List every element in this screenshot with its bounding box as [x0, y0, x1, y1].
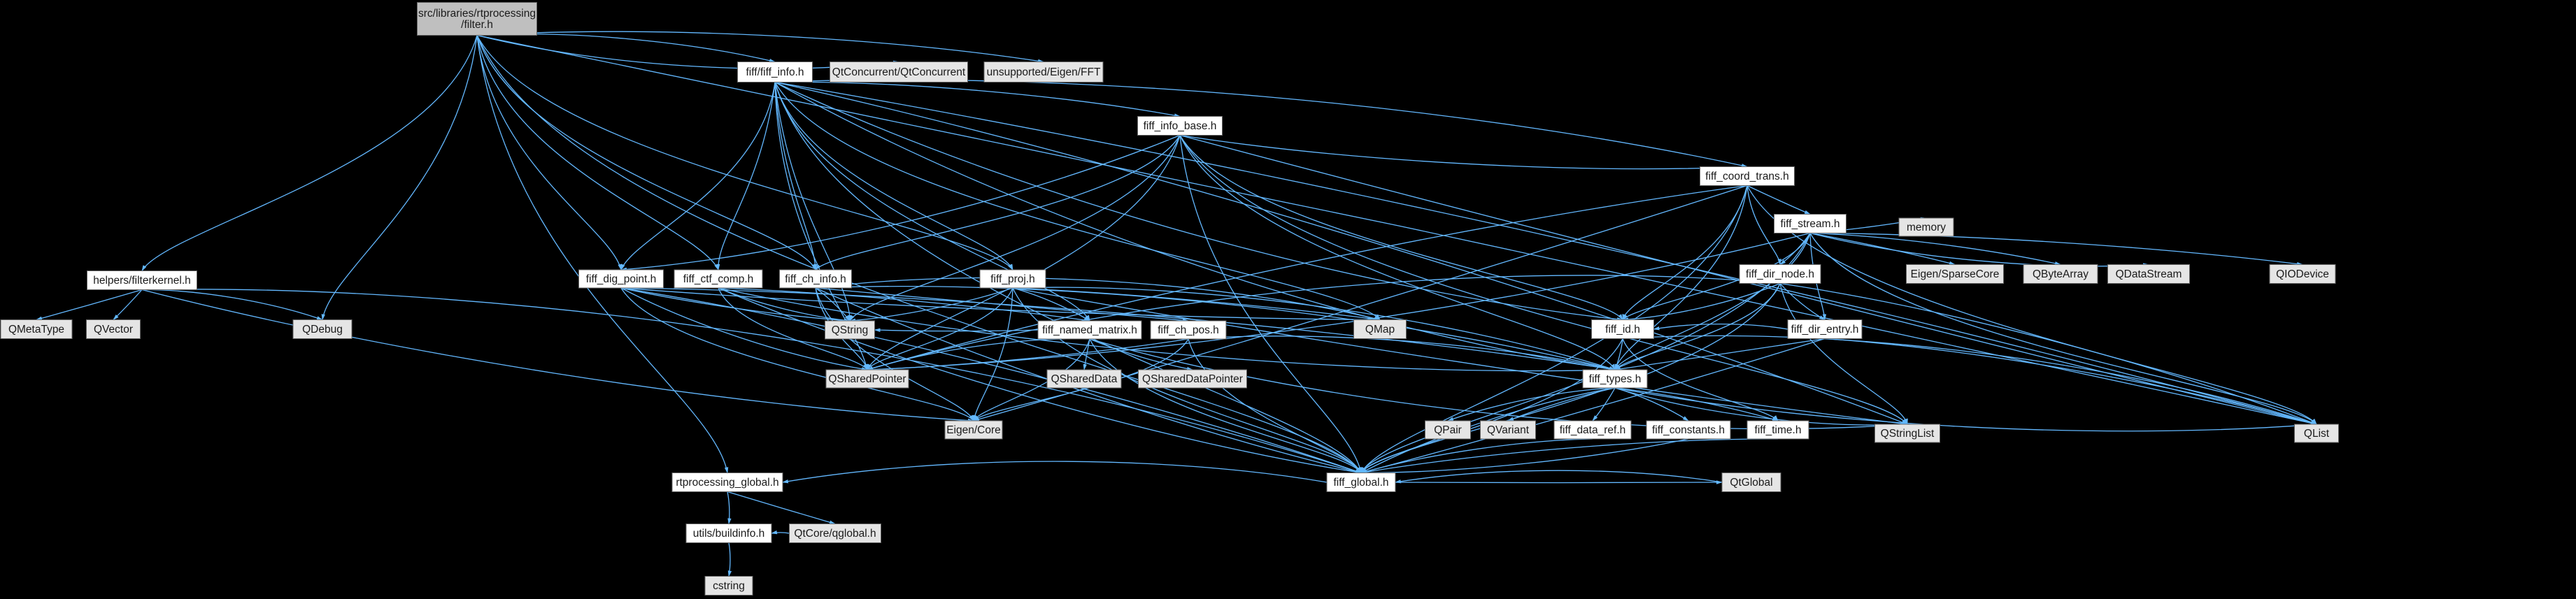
svg-text:QString: QString: [832, 324, 869, 336]
svg-text:fiff_dir_node.h: fiff_dir_node.h: [1746, 268, 1814, 280]
svg-text:fiff_proj.h: fiff_proj.h: [990, 273, 1034, 285]
svg-text:QPair: QPair: [1434, 424, 1462, 436]
svg-text:fiff_data_ref.h: fiff_data_ref.h: [1560, 424, 1626, 436]
svg-text:fiff_time.h: fiff_time.h: [1755, 424, 1802, 436]
svg-text:QtConcurrent/QtConcurrent: QtConcurrent/QtConcurrent: [832, 66, 966, 78]
svg-text:memory: memory: [1907, 222, 1946, 233]
svg-text:fiff_ctf_comp.h: fiff_ctf_comp.h: [683, 273, 754, 285]
svg-text:fiff_dir_entry.h: fiff_dir_entry.h: [1791, 324, 1859, 335]
svg-text:helpers/filterkernel.h: helpers/filterkernel.h: [93, 275, 191, 287]
svg-text:QMetaType: QMetaType: [8, 324, 64, 335]
svg-text:fiff_types.h: fiff_types.h: [1589, 373, 1642, 385]
svg-text:Eigen/SparseCore: Eigen/SparseCore: [1911, 268, 2000, 280]
svg-text:fiff_global.h: fiff_global.h: [1334, 477, 1389, 489]
svg-text:fiff_id.h: fiff_id.h: [1605, 324, 1640, 335]
svg-text:QVariant: QVariant: [1487, 424, 1530, 436]
svg-text:QtGlobal: QtGlobal: [1730, 477, 1772, 489]
svg-text:fiff_stream.h: fiff_stream.h: [1780, 218, 1840, 230]
svg-text:/filter.h: /filter.h: [461, 19, 493, 31]
svg-text:fiff_coord_trans.h: fiff_coord_trans.h: [1705, 171, 1788, 182]
svg-text:fiff_constants.h: fiff_constants.h: [1652, 424, 1725, 436]
svg-text:QSharedDataPointer: QSharedDataPointer: [1142, 373, 1243, 385]
svg-text:QSharedData: QSharedData: [1051, 373, 1118, 385]
svg-text:fiff_named_matrix.h: fiff_named_matrix.h: [1042, 324, 1137, 336]
svg-text:QMap: QMap: [1365, 324, 1395, 335]
svg-text:QSharedPointer: QSharedPointer: [828, 373, 906, 385]
svg-text:QIODevice: QIODevice: [2276, 268, 2329, 280]
svg-text:Eigen/Core: Eigen/Core: [946, 424, 1001, 436]
svg-text:QList: QList: [2304, 428, 2330, 440]
svg-text:fiff_dig_point.h: fiff_dig_point.h: [586, 273, 657, 285]
svg-text:src/libraries/rtprocessing: src/libraries/rtprocessing: [418, 8, 536, 20]
svg-text:QtCore/qglobal.h: QtCore/qglobal.h: [794, 528, 876, 540]
svg-text:fiff/fiff_info.h: fiff/fiff_info.h: [746, 66, 804, 78]
svg-text:unsupported/Eigen/FFT: unsupported/Eigen/FFT: [987, 66, 1101, 78]
svg-text:QByteArray: QByteArray: [2033, 268, 2088, 280]
svg-text:fiff_ch_pos.h: fiff_ch_pos.h: [1158, 324, 1219, 336]
svg-text:fiff_ch_info.h: fiff_ch_info.h: [785, 273, 846, 285]
svg-text:cstring: cstring: [713, 580, 745, 592]
svg-text:QDebug: QDebug: [302, 324, 343, 335]
svg-text:QDataStream: QDataStream: [2116, 268, 2182, 280]
svg-text:rtprocessing_global.h: rtprocessing_global.h: [676, 477, 778, 489]
svg-text:fiff_info_base.h: fiff_info_base.h: [1144, 120, 1217, 132]
svg-text:QVector: QVector: [94, 324, 133, 335]
svg-text:utils/buildinfo.h: utils/buildinfo.h: [693, 528, 765, 540]
svg-text:QStringList: QStringList: [1881, 428, 1935, 440]
